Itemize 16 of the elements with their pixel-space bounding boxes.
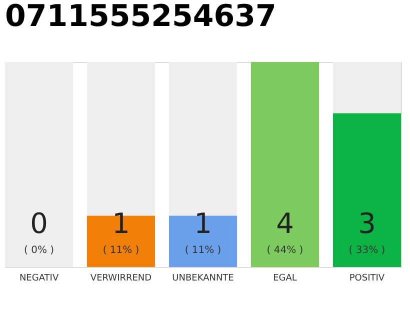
annotation: 3 (358, 207, 376, 240)
data-label: ( 33% ) (348, 245, 386, 256)
annotation: 1 (112, 207, 130, 240)
x-tick-label: VERWIRREND (90, 274, 152, 284)
annotation: 0 (30, 207, 48, 240)
x-tick-label: POSITIV (349, 274, 386, 284)
data-label: ( 11% ) (102, 245, 140, 256)
chart-title: 0711555254637 (5, 0, 276, 34)
data-label: ( 11% ) (184, 245, 222, 256)
annotation: 4 (276, 207, 294, 240)
annotation: 1 (194, 207, 212, 240)
x-tick-label: NEGATIV (19, 274, 60, 284)
x-tick-label: EGAL (273, 274, 297, 284)
data-label: ( 0% ) (24, 245, 54, 256)
x-tick-label: UNBEKANNTE (172, 274, 234, 284)
data-label: ( 44% ) (266, 245, 304, 256)
